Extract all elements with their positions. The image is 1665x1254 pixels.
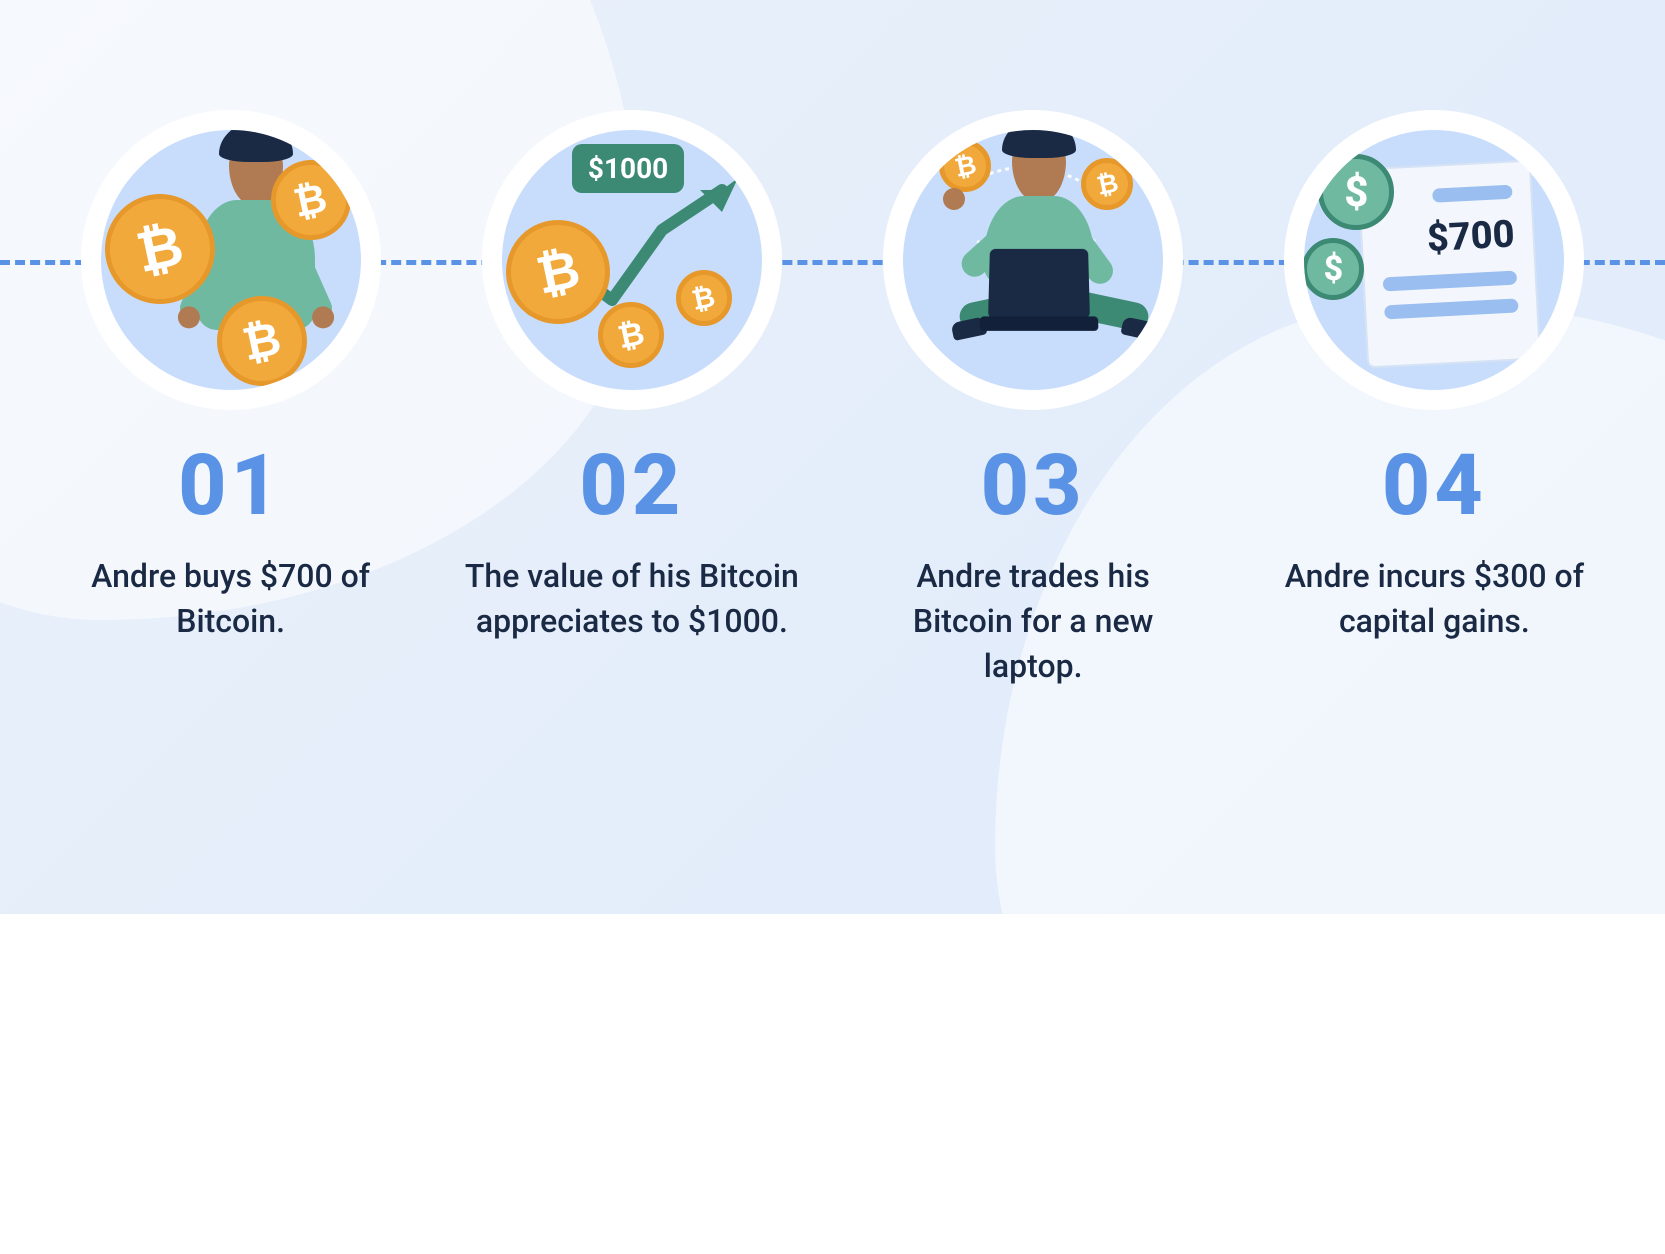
step-2-illustration: $1000 ₿ ₿ ₿: [502, 130, 762, 390]
step-1-number: 01: [178, 444, 283, 528]
step-2-number: 02: [579, 444, 684, 528]
bitcoin-coin-icon: ₿: [676, 270, 732, 326]
step-1: ₿ ₿ ₿ 01 Andre buys $700 of Bitcoin.: [51, 110, 411, 644]
step-2-description: The value of his Bitcoin appreciates to …: [462, 554, 802, 644]
hand-icon: [943, 188, 965, 210]
step-1-circle: ₿ ₿ ₿: [81, 110, 381, 410]
steps-row: ₿ ₿ ₿ 01 Andre buys $700 of Bitcoin. $10…: [0, 0, 1665, 688]
dollar-coin-icon: $: [1304, 238, 1364, 300]
laptop-icon: [988, 249, 1090, 319]
step-4-illustration: $700 $ $: [1304, 130, 1564, 390]
document-amount: $700: [1380, 213, 1516, 264]
step-4: $700 $ $ 04 Andre incurs $300 of capital…: [1254, 110, 1614, 644]
step-4-circle: $700 $ $: [1284, 110, 1584, 410]
step-2-circle: $1000 ₿ ₿ ₿: [482, 110, 782, 410]
step-3-description: Andre trades his Bitcoin for a new lapto…: [863, 554, 1203, 688]
step-3: ₿ ₿ 03 Andre trades his Bitco: [853, 110, 1213, 688]
bitcoin-coin-icon: ₿: [506, 220, 610, 324]
dollar-coin-icon: $: [1318, 154, 1394, 230]
step-3-circle: ₿ ₿: [883, 110, 1183, 410]
step-3-number: 03: [981, 444, 1086, 528]
step-1-description: Andre buys $700 of Bitcoin.: [61, 554, 401, 644]
bitcoin-coin-icon: ₿: [217, 296, 307, 386]
step-2: $1000 ₿ ₿ ₿ 02 The value of his Bitcoin …: [452, 110, 812, 644]
step-4-number: 04: [1382, 444, 1487, 528]
step-1-illustration: ₿ ₿ ₿: [101, 130, 361, 390]
step-4-description: Andre incurs $300 of capital gains.: [1264, 554, 1604, 644]
bitcoin-coin-icon: ₿: [598, 302, 664, 368]
bitcoin-coin-icon: ₿: [271, 160, 351, 240]
bitcoin-coin-icon: ₿: [105, 194, 215, 304]
step-3-illustration: ₿ ₿: [903, 130, 1163, 390]
